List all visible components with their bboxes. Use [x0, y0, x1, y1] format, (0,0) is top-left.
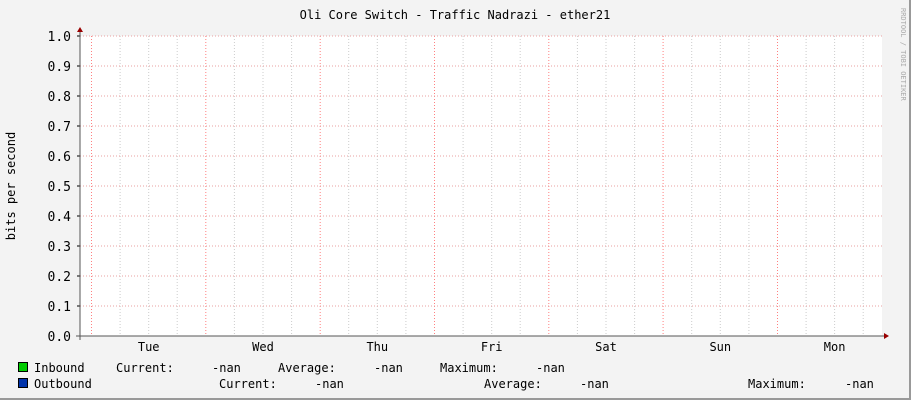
x-tick-label: Thu — [366, 340, 388, 354]
x-tick-label: Wed — [252, 340, 274, 354]
legend-current-value: -nan — [212, 361, 241, 375]
y-tick-label: 0.0 — [48, 330, 71, 345]
y-tick-label: 0.8 — [48, 90, 71, 105]
y-axis-arrow — [77, 27, 83, 32]
x-tick-label: Sat — [595, 340, 617, 354]
y-tick-label: 0.5 — [48, 180, 71, 195]
legend-current-value: -nan — [315, 377, 344, 391]
legend-maximum-label: Maximum: — [748, 377, 806, 391]
y-tick-label: 0.6 — [48, 150, 71, 165]
legend-maximum-value: -nan — [536, 361, 565, 375]
y-axis-label: bits per second — [4, 132, 18, 240]
legend-name: Outbound — [34, 377, 92, 391]
chart-title: Oli Core Switch - Traffic Nadrazi - ethe… — [300, 8, 611, 22]
y-tick-label: 0.3 — [48, 240, 71, 255]
y-tick-label: 0.1 — [48, 300, 71, 315]
legend-maximum-value: -nan — [845, 377, 874, 391]
y-tick-label: 0.9 — [48, 60, 71, 75]
x-tick-label: Fri — [481, 340, 503, 354]
legend-average-value: -nan — [580, 377, 609, 391]
legend-current-label: Current: — [219, 377, 277, 391]
x-axis-arrow — [884, 333, 889, 339]
plot-canvas — [80, 36, 882, 336]
legend-average-label: Average: — [484, 377, 542, 391]
y-tick-label: 0.2 — [48, 270, 71, 285]
y-tick-label: 1.0 — [48, 30, 71, 45]
legend-swatch-outbound — [18, 378, 28, 388]
y-tick-label: 0.7 — [48, 120, 71, 135]
watermark: RRDTOOL / TOBI OETIKER — [899, 8, 907, 102]
legend-average-label: Average: — [278, 361, 336, 375]
legend-name: Inbound — [34, 361, 85, 375]
x-tick-label: Sun — [709, 340, 731, 354]
legend-average-value: -nan — [374, 361, 403, 375]
legend-maximum-label: Maximum: — [440, 361, 498, 375]
legend-current-label: Current: — [116, 361, 174, 375]
x-tick-label: Tue — [138, 340, 160, 354]
legend-swatch-inbound — [18, 362, 28, 372]
x-tick-label: Mon — [824, 340, 846, 354]
y-tick-label: 0.4 — [48, 210, 72, 225]
